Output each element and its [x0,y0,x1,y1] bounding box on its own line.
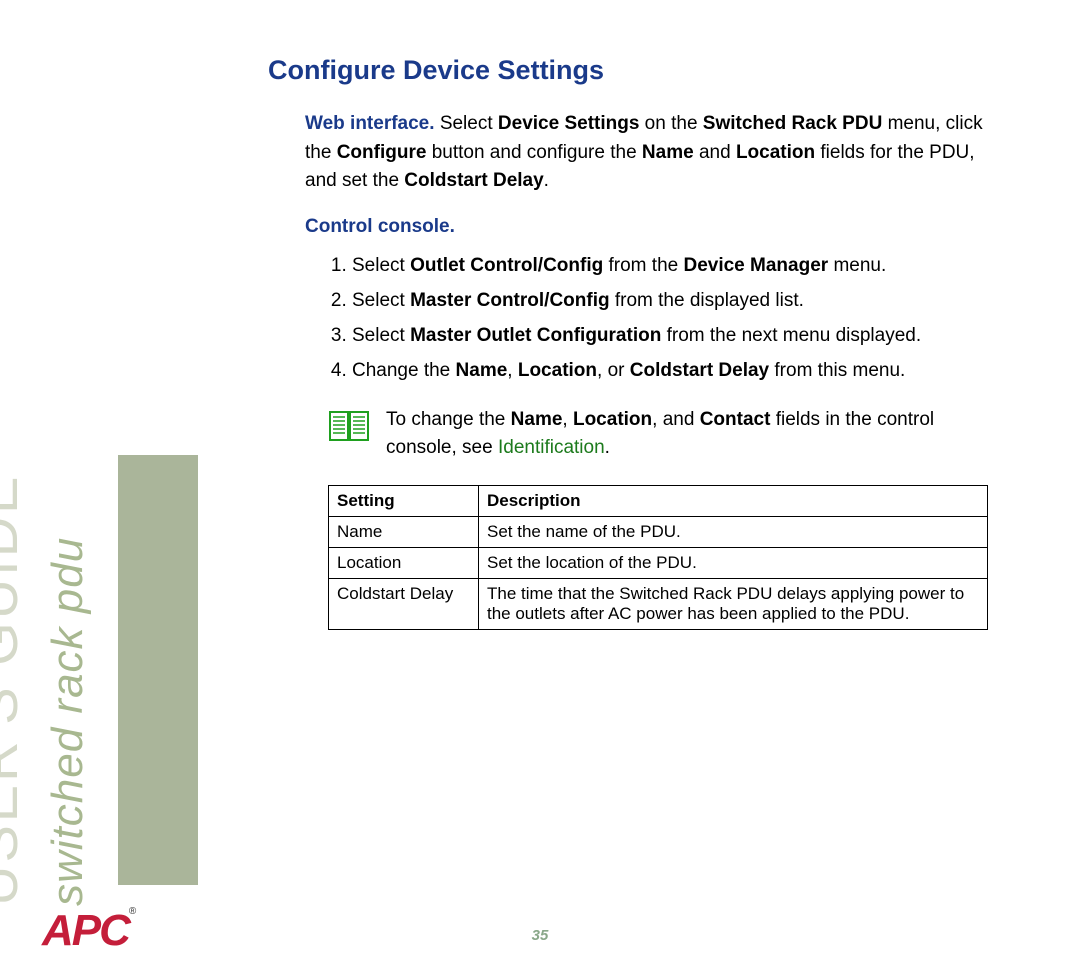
table-row: Name Set the name of the PDU. [329,516,988,547]
cell-description: Set the name of the PDU. [479,516,988,547]
settings-table: Setting Description Name Set the name of… [328,485,988,630]
text: Select [352,325,410,346]
cell-setting: Name [329,516,479,547]
text: , [507,360,518,381]
web-interface-heading: Web interface. [305,113,440,134]
cell-setting: Location [329,547,479,578]
column-header-description: Description [479,485,988,516]
text: . [605,437,610,458]
book-icon [328,408,372,449]
column-header-setting: Setting [329,485,479,516]
bold-text: Name [456,360,508,381]
step-item: Select Outlet Control/Config from the De… [352,250,998,282]
bold-text: Outlet Control/Config [410,255,603,276]
text: , and [652,409,700,430]
page-title: Configure Device Settings [268,55,998,86]
identification-link[interactable]: Identification [498,437,605,458]
bold-text: Location [736,142,815,163]
main-content: Configure Device Settings Web interface.… [268,55,998,630]
text: menu. [828,255,886,276]
page-number: 35 [0,927,1080,944]
web-interface-section: Web interface. Select Device Settings on… [305,110,998,196]
text: Select [352,290,410,311]
bold-text: Location [573,409,652,430]
bold-text: Device Manager [683,255,828,276]
bold-text: Coldstart Delay [404,170,543,191]
cell-setting: Coldstart Delay [329,578,479,629]
registered-mark: ® [129,906,136,917]
control-console-heading: Control console. [305,216,998,238]
text: To change the [386,409,511,430]
table-row: Coldstart Delay The time that the Switch… [329,578,988,629]
bold-text: Location [518,360,597,381]
bold-text: Master Control/Config [410,290,610,311]
bold-text: Configure [337,142,427,163]
text: Select [440,113,498,134]
bold-text: Device Settings [498,113,640,134]
text: from the displayed list. [610,290,804,311]
text: , or [597,360,630,381]
step-item: Select Master Outlet Configuration from … [352,320,998,352]
bold-text: Name [511,409,563,430]
text: on the [639,113,702,134]
bold-text: Master Outlet Configuration [410,325,661,346]
text: from this menu. [769,360,905,381]
cell-description: Set the location of the PDU. [479,547,988,578]
text: . [544,170,549,191]
guide-label: USER'S GUIDE [0,473,30,906]
text: Select [352,255,410,276]
note-text: To change the Name, Location, and Contac… [386,406,998,463]
bold-text: Coldstart Delay [630,360,769,381]
sidebar-accent-band [118,455,198,885]
cell-description: The time that the Switched Rack PDU dela… [479,578,988,629]
bold-text: Name [642,142,694,163]
web-interface-paragraph: Web interface. Select Device Settings on… [305,110,998,196]
step-item: Change the Name, Location, or Coldstart … [352,355,998,387]
text: Change the [352,360,456,381]
text: , [562,409,573,430]
text: button and configure the [426,142,642,163]
bold-text: Switched Rack PDU [703,113,883,134]
sidebar: USER'S GUIDE switched rack pdu APC® [0,0,230,966]
step-item: Select Master Control/Config from the di… [352,285,998,317]
steps-list: Select Outlet Control/Config from the De… [352,250,998,388]
table-row: Location Set the location of the PDU. [329,547,988,578]
text: and [694,142,736,163]
product-subtitle: switched rack pdu [43,537,93,906]
note-block: To change the Name, Location, and Contac… [328,406,998,463]
text: from the [603,255,683,276]
bold-text: Contact [700,409,771,430]
text: from the next menu displayed. [661,325,921,346]
table-header-row: Setting Description [329,485,988,516]
